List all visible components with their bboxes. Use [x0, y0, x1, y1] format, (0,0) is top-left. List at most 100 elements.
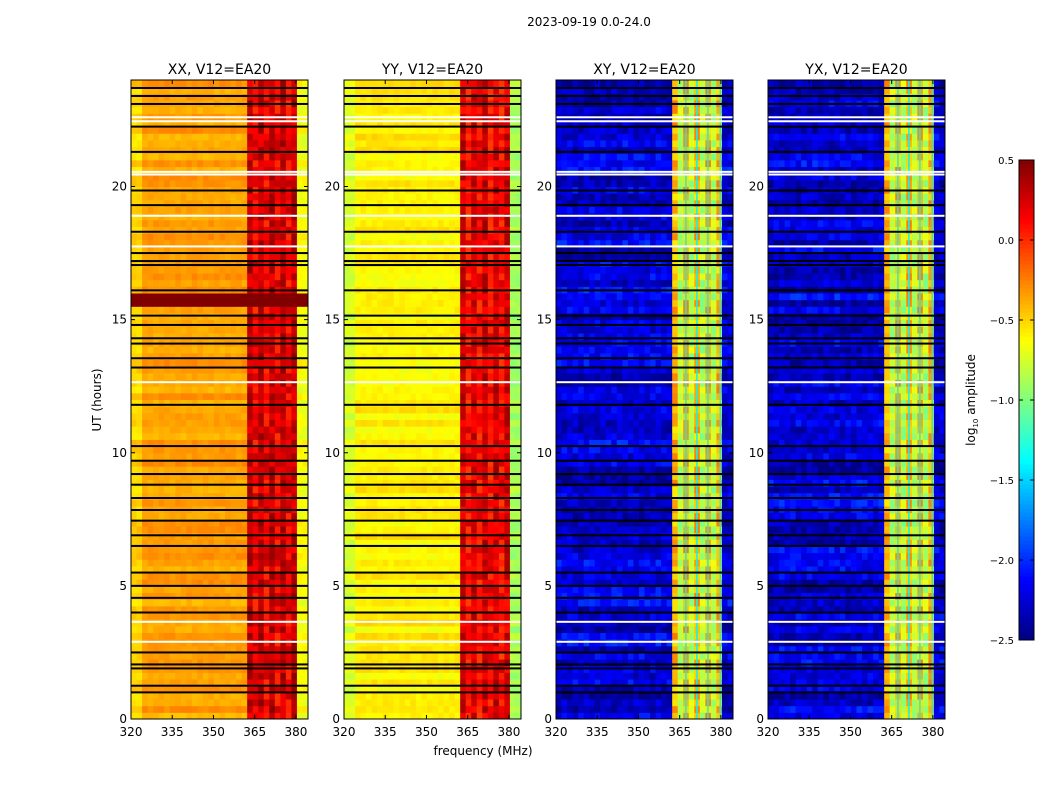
- heatmap-cell: [427, 466, 433, 473]
- heatmap-cell: [488, 373, 494, 380]
- heatmap-cell: [170, 453, 176, 460]
- heatmap-cell: [153, 573, 159, 580]
- heatmap-cell: [399, 486, 405, 493]
- heatmap-cell: [421, 393, 427, 400]
- heatmap-cell: [220, 613, 226, 620]
- heatmap-cell: [253, 652, 259, 659]
- heatmap-cell: [280, 300, 286, 307]
- heatmap-cell: [197, 233, 203, 240]
- heatmap-cell: [438, 486, 444, 493]
- heatmap-cell: [460, 419, 466, 426]
- heatmap-cell: [493, 613, 499, 620]
- heatmap-cell: [399, 632, 405, 639]
- heatmap-cell: [361, 393, 367, 400]
- heatmap-cell: [247, 373, 253, 380]
- heatmap-cell: [416, 373, 422, 380]
- heatmap-cell: [355, 446, 361, 453]
- heatmap-cell: [186, 140, 192, 147]
- heatmap-cell: [410, 699, 416, 706]
- heatmap-cell: [208, 386, 214, 393]
- heatmap-cell: [231, 712, 237, 719]
- heatmap-cell: [388, 486, 394, 493]
- heatmap-cell: [220, 280, 226, 287]
- heatmap-cell: [372, 513, 378, 520]
- heatmap-cell: [153, 486, 159, 493]
- heatmap-cell: [159, 280, 165, 287]
- heatmap-cell: [466, 652, 472, 659]
- heatmap-cell: [142, 373, 148, 380]
- heatmap-cell: [275, 586, 281, 593]
- heatmap-cell: [438, 446, 444, 453]
- heatmap-cell: [220, 706, 226, 713]
- heatmap-cell: [280, 553, 286, 560]
- heatmap-cell: [421, 419, 427, 426]
- heatmap-cell: [466, 599, 472, 606]
- heatmap-cell: [291, 446, 297, 453]
- heatmap-cell: [242, 386, 248, 393]
- heatmap-cell: [291, 300, 297, 307]
- heatmap-cell: [131, 446, 137, 453]
- heatmap-cell: [242, 419, 248, 426]
- heatmap-cell: [504, 586, 510, 593]
- heatmap-cell: [137, 573, 143, 580]
- heatmap-cell: [159, 712, 165, 719]
- heatmap-cell: [377, 433, 383, 440]
- heatmap-cell: [181, 80, 187, 87]
- heatmap-cell: [264, 559, 270, 566]
- heatmap-cell: [504, 526, 510, 533]
- heatmap-cell: [197, 632, 203, 639]
- heatmap-cell: [466, 699, 472, 706]
- heatmap-cell: [405, 453, 411, 460]
- heatmap-cell: [153, 526, 159, 533]
- heatmap-cell: [225, 360, 231, 367]
- heatmap-cell: [421, 599, 427, 606]
- heatmap-cell: [186, 559, 192, 566]
- heatmap-cell: [236, 613, 242, 620]
- heatmap-cell: [214, 386, 220, 393]
- heatmap-cell: [159, 373, 165, 380]
- heatmap-cell: [344, 486, 350, 493]
- heatmap-cell: [510, 632, 516, 639]
- heatmap-cell: [175, 486, 181, 493]
- heatmap-cell: [280, 107, 286, 114]
- heatmap-cell: [399, 699, 405, 706]
- heatmap-cell: [361, 406, 367, 413]
- heatmap-cell: [297, 160, 303, 167]
- heatmap-cell: [297, 107, 303, 114]
- heatmap-cell: [203, 373, 209, 380]
- heatmap-cell: [231, 326, 237, 333]
- heatmap-cell: [231, 413, 237, 420]
- heatmap-cell: [236, 233, 242, 240]
- flagged-row-black: [131, 509, 308, 511]
- heatmap-cell: [197, 180, 203, 187]
- heatmap-cell: [433, 446, 439, 453]
- heatmap-cell: [170, 293, 176, 300]
- heatmap-cell: [286, 406, 292, 413]
- heatmap-cell: [231, 699, 237, 706]
- heatmap-cell: [361, 586, 367, 593]
- heatmap-cell: [493, 360, 499, 367]
- heatmap-cell: [455, 513, 461, 520]
- heatmap-cell: [208, 466, 214, 473]
- heatmap-cell: [361, 386, 367, 393]
- heatmap-cell: [197, 253, 203, 260]
- heatmap-cell: [355, 706, 361, 713]
- heatmap-cell: [131, 393, 137, 400]
- heatmap-cell: [438, 433, 444, 440]
- heatmap-cell: [264, 526, 270, 533]
- heatmap-cell: [433, 573, 439, 580]
- heatmap-cell: [197, 652, 203, 659]
- heatmap-cell: [344, 692, 350, 699]
- heatmap-cell: [466, 712, 472, 719]
- heatmap-cell: [247, 712, 253, 719]
- heatmap-cell: [181, 486, 187, 493]
- heatmap-cell: [291, 220, 297, 227]
- heatmap-cell: [225, 613, 231, 620]
- heatmap-cell: [170, 306, 176, 313]
- heatmap-cell: [471, 386, 477, 393]
- heatmap-cell: [242, 107, 248, 114]
- heatmap-cell: [405, 346, 411, 353]
- heatmap-cell: [460, 393, 466, 400]
- heatmap-cell: [269, 586, 275, 593]
- heatmap-cell: [493, 433, 499, 440]
